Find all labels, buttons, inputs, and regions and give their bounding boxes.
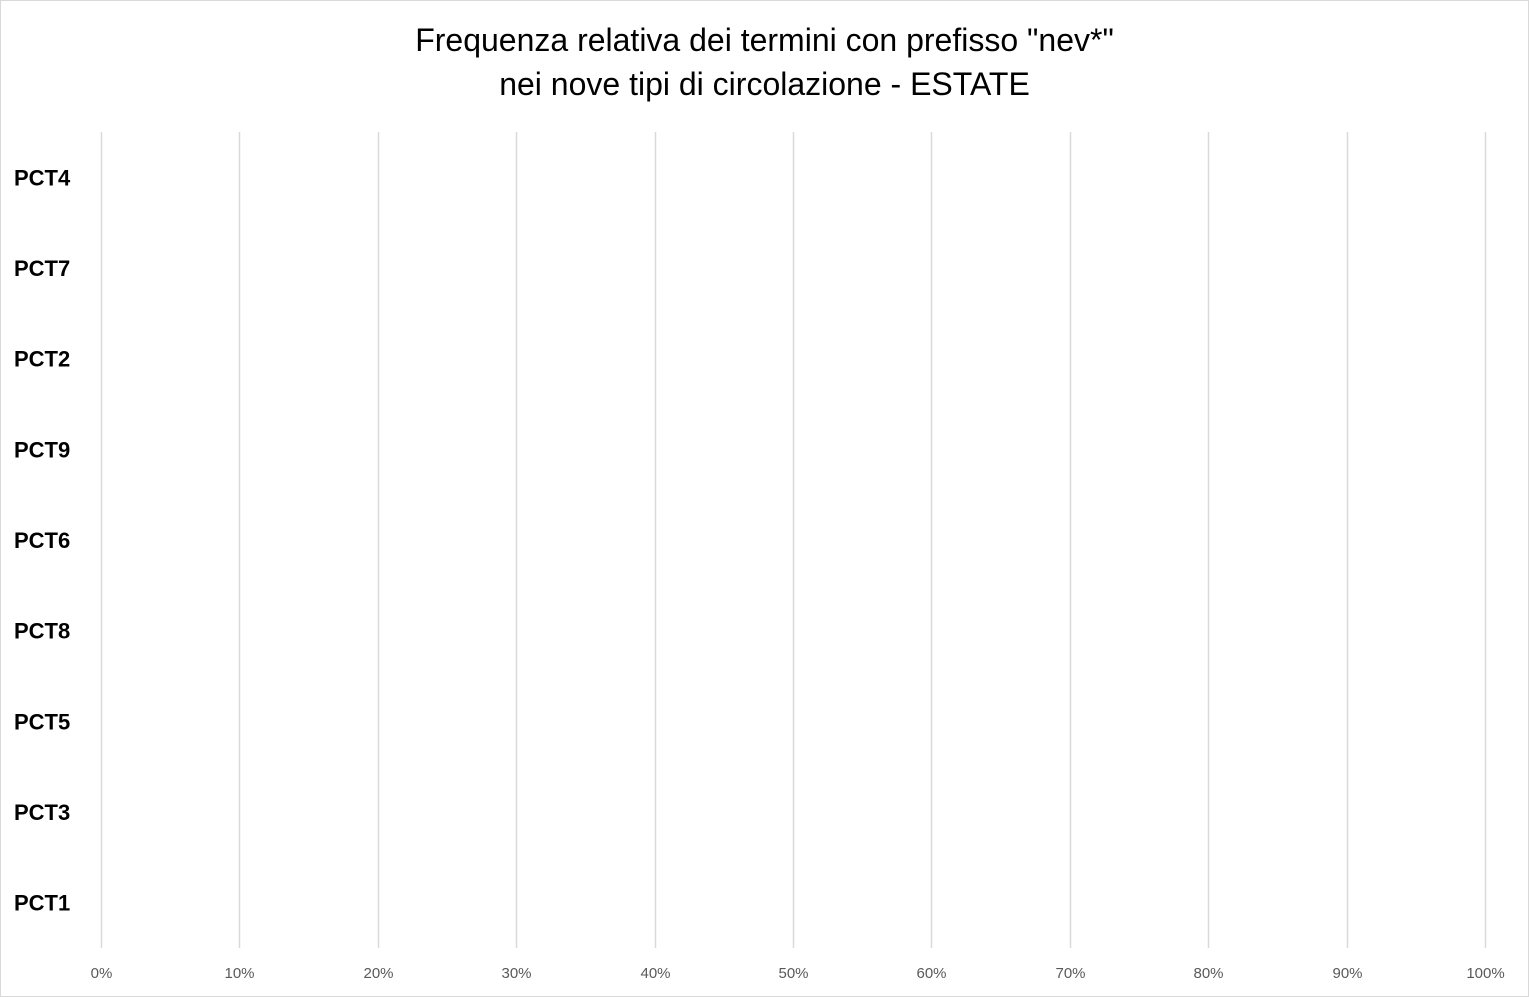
x-tick-label-10: 100%	[1466, 965, 1504, 982]
category-label-pct8: PCT8	[14, 619, 70, 644]
category-label-pct6: PCT6	[14, 528, 70, 553]
x-tick-label-8: 80%	[1193, 965, 1223, 982]
category-label-pct1: PCT1	[14, 891, 70, 916]
x-tick-label-0: 0%	[91, 965, 113, 982]
chart-title-line-1: Frequenza relativa dei termini con prefi…	[415, 22, 1114, 58]
x-tick-label-4: 40%	[640, 965, 670, 982]
category-label-pct4: PCT4	[14, 165, 71, 190]
x-tick-label-1: 10%	[224, 965, 254, 982]
x-tick-label-6: 60%	[916, 965, 946, 982]
x-tick-label-9: 90%	[1332, 965, 1362, 982]
x-tick-label-2: 20%	[363, 965, 393, 982]
category-label-pct9: PCT9	[14, 437, 70, 462]
category-label-pct3: PCT3	[14, 800, 70, 825]
category-label-pct7: PCT7	[14, 256, 70, 281]
category-label-pct2: PCT2	[14, 347, 70, 372]
chart-title-line-2: nei nove tipi di circolazione - ESTATE	[499, 66, 1030, 102]
x-tick-label-5: 50%	[778, 965, 808, 982]
x-tick-label-7: 70%	[1055, 965, 1085, 982]
x-tick-label-3: 30%	[501, 965, 531, 982]
chart-title: Frequenza relativa dei termini con prefi…	[0, 18, 1529, 106]
category-label-pct5: PCT5	[14, 709, 70, 734]
